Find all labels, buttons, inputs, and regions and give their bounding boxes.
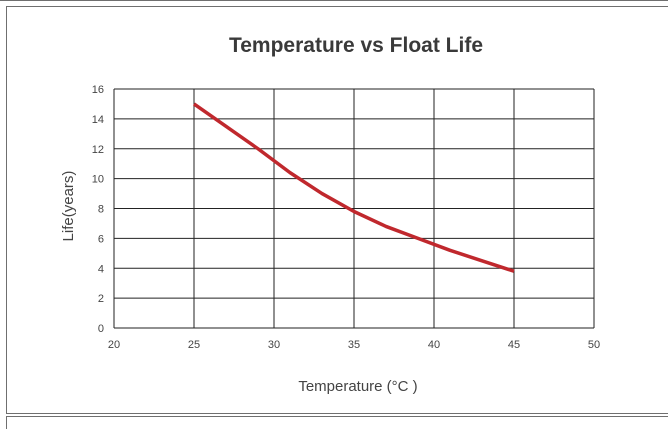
y-tick-label: 6	[98, 233, 104, 245]
chart-title: Temperature vs Float Life	[229, 34, 483, 57]
x-tick-label: 30	[268, 339, 280, 351]
x-tick-label: 40	[428, 339, 440, 351]
next-section-border	[6, 416, 668, 429]
y-axis-label: Life(years)	[60, 171, 77, 242]
x-tick-label: 50	[588, 339, 600, 351]
x-axis-ticks: 20 25 30 35 40 45 50	[108, 339, 600, 351]
y-tick-label: 0	[98, 323, 104, 335]
y-tick-label: 14	[92, 114, 104, 126]
x-axis-label: Temperature (°C )	[298, 378, 417, 395]
y-tick-label: 4	[98, 263, 104, 275]
x-tick-label: 25	[188, 339, 200, 351]
x-tick-label: 35	[348, 339, 360, 351]
y-tick-label: 10	[92, 174, 104, 186]
series-layer	[192, 102, 515, 273]
y-tick-label: 12	[92, 144, 104, 156]
y-tick-label: 16	[92, 84, 104, 96]
plot-grid	[113, 88, 595, 329]
x-tick-label: 20	[108, 339, 120, 351]
page-top-border	[0, 0, 668, 1]
y-axis-ticks: 0 2 4 6 8 10 12 14 16	[92, 84, 104, 335]
chart-frame	[6, 6, 668, 414]
y-tick-label: 8	[98, 204, 104, 216]
y-tick-label: 2	[98, 293, 104, 305]
x-tick-label: 45	[508, 339, 520, 351]
